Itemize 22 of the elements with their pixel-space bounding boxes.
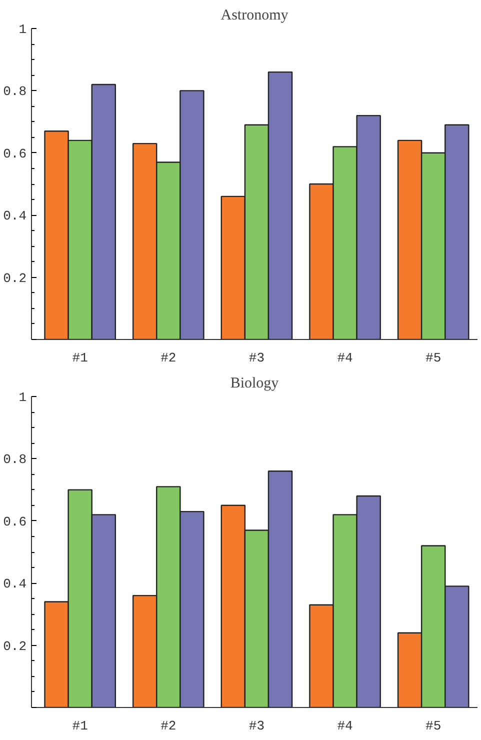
x-tick-label: #1 xyxy=(72,350,88,366)
y-tick-label: 0.2 xyxy=(3,270,26,286)
y-tick-label: 1 xyxy=(18,22,27,37)
y-tick-label: 0.6 xyxy=(3,514,26,530)
x-tick-label: #4 xyxy=(337,350,354,366)
y-tick-label: 1 xyxy=(18,390,27,405)
y-tick-label: 0.4 xyxy=(3,576,27,592)
x-tick-label: #5 xyxy=(426,350,442,366)
x-tick-label: #2 xyxy=(160,350,176,366)
chart-title: Biology xyxy=(230,376,280,392)
x-tick-label: #2 xyxy=(160,718,176,734)
x-tick-label: #3 xyxy=(248,350,265,366)
x-tick-label: #4 xyxy=(337,718,354,734)
x-tick-label: #5 xyxy=(426,718,442,734)
y-tick-label: 0.8 xyxy=(3,452,26,468)
chart-title: Astronomy xyxy=(220,8,289,24)
x-tick-label: #1 xyxy=(72,718,88,734)
y-tick-label: 0.2 xyxy=(3,638,26,654)
y-tick-label: 0.6 xyxy=(3,146,26,162)
y-tick-label: 0.4 xyxy=(3,208,27,224)
y-tick-label: 0.8 xyxy=(3,84,26,100)
x-tick-label: #3 xyxy=(248,718,265,734)
